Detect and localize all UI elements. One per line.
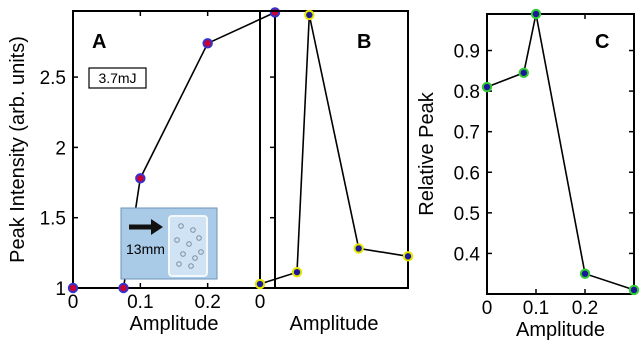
arrow-head-icon bbox=[151, 219, 163, 235]
data-point bbox=[518, 67, 529, 79]
energy-annotation-box bbox=[88, 67, 147, 89]
data-point bbox=[254, 278, 266, 290]
x-tick-label: 0 bbox=[482, 298, 493, 319]
x-tick-label: 0 bbox=[255, 292, 266, 313]
panel-c: 0 0.1 0.2 0.4 0.5 0.6 0.7 0.8 0.9 Amplitude Relati… bbox=[416, 8, 640, 341]
bubble-icon bbox=[176, 261, 182, 267]
y-tick-label: 0.9 bbox=[454, 42, 480, 63]
x-tick-label: 0.2 bbox=[572, 298, 598, 319]
y-tick-label: 0.6 bbox=[454, 163, 480, 184]
y-tick-label: 0.7 bbox=[454, 123, 480, 144]
x-tick-label: 0.2 bbox=[194, 292, 220, 313]
bubble-icon bbox=[198, 249, 204, 255]
data-point bbox=[135, 173, 146, 184]
series-line bbox=[259, 14, 409, 285]
data-point bbox=[304, 9, 315, 21]
bubble-icon bbox=[180, 251, 186, 257]
x-tick-label: 0.1 bbox=[523, 298, 549, 319]
bubble-icon bbox=[174, 237, 180, 243]
data-point bbox=[353, 243, 364, 254]
data-point bbox=[628, 284, 640, 296]
bubble-icon bbox=[188, 263, 194, 269]
plot-frame bbox=[72, 10, 276, 289]
series-line bbox=[486, 13, 635, 291]
x-tick-label: 0 bbox=[68, 292, 79, 313]
bubble-icon bbox=[178, 223, 184, 229]
data-point bbox=[118, 282, 129, 294]
panel-a: 0 0.1 0.2 1 1.5 2 2.5 Amplitude Peak Intensity (… bbox=[7, 7, 281, 335]
y-tick-label: 0.8 bbox=[454, 82, 480, 103]
panel-label: B bbox=[357, 31, 371, 53]
panel-label: A bbox=[92, 31, 106, 53]
y-tick-label: 1.5 bbox=[40, 209, 66, 230]
data-point bbox=[67, 282, 79, 294]
plot-frame bbox=[259, 10, 409, 289]
data-point bbox=[481, 81, 493, 93]
bubble-icon bbox=[196, 235, 202, 241]
data-point bbox=[579, 268, 591, 279]
data-point bbox=[269, 7, 281, 18]
panel-label: C bbox=[595, 31, 609, 53]
y-tick-label: 2 bbox=[55, 138, 66, 159]
data-point bbox=[202, 38, 213, 49]
panel-b: 0 Amplitude B bbox=[254, 9, 414, 335]
x-tick-label: 0.1 bbox=[127, 292, 153, 313]
x-axis-label: Amplitude bbox=[290, 313, 379, 335]
energy-annotation: 3.7mJ bbox=[98, 70, 136, 86]
data-point bbox=[530, 8, 542, 20]
x-axis-label: Amplitude bbox=[516, 319, 605, 341]
y-axis-label: Relative Peak bbox=[416, 91, 438, 215]
data-point bbox=[291, 266, 303, 278]
y-tick-label: 2.5 bbox=[40, 68, 66, 89]
bubble-icon bbox=[186, 241, 192, 247]
x-axis-label: Amplitude bbox=[130, 313, 219, 335]
bubble-icon bbox=[192, 255, 198, 261]
plot-frame bbox=[486, 13, 635, 295]
inset-scale-label: 13mm bbox=[126, 241, 165, 257]
y-tick-label: 0.5 bbox=[454, 204, 480, 225]
y-tick-label: 1 bbox=[55, 279, 66, 300]
y-tick-label: 0.4 bbox=[454, 244, 481, 265]
bubble-icon bbox=[190, 227, 196, 233]
data-point bbox=[402, 251, 414, 262]
y-axis-label: Peak Intensity (arb. units) bbox=[7, 36, 29, 263]
